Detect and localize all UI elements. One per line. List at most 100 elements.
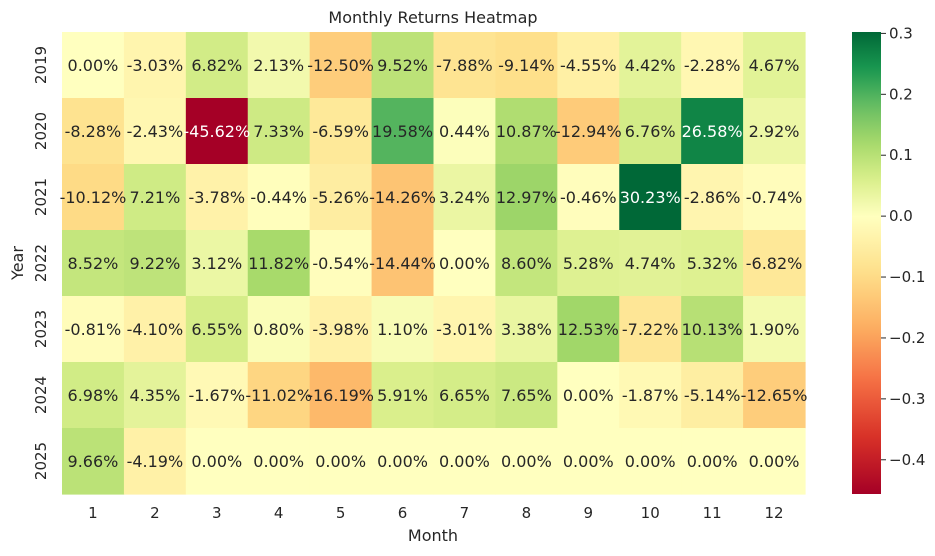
cell-value-label: -1.87% [622, 386, 679, 405]
cell-value-label: -12.50% [307, 56, 374, 75]
heatmap-cell [743, 230, 806, 297]
cell-value-label: -45.62% [183, 122, 250, 141]
cell-value-label: 30.23% [620, 188, 681, 207]
heatmap-cell [557, 32, 620, 99]
cell-value-label: -0.46% [560, 188, 617, 207]
heatmap-cells [62, 32, 806, 495]
cell-value-label: -9.14% [498, 56, 555, 75]
cell-value-label: 8.52% [68, 254, 119, 273]
heatmap-cell [247, 230, 311, 297]
heatmap-cell [433, 362, 497, 429]
heatmap-cell [309, 164, 373, 231]
cell-value-label: 2.13% [253, 56, 304, 75]
heatmap-cell [123, 164, 187, 231]
heatmap-cell [557, 362, 620, 429]
cell-value-label: 9.52% [377, 56, 428, 75]
heatmap-cell [62, 98, 125, 165]
cell-value-label: 0.00% [563, 452, 614, 471]
heatmap-cell [557, 296, 620, 363]
heatmap-cell [495, 230, 558, 297]
cell-value-label: -16.19% [307, 386, 374, 405]
cell-value-label: 4.35% [129, 386, 180, 405]
cell-value-label: -0.54% [312, 254, 369, 273]
heatmap-cell [309, 230, 373, 297]
heatmap-cell [681, 164, 744, 231]
colorbar: 0.3 0.2 0.1 0.0 −0.1 −0.2 −0.3 −0.4 [852, 24, 925, 494]
x-tick-label: 8 [522, 504, 532, 522]
cell-value-label: -4.19% [127, 452, 184, 471]
colorbar-tick-label: 0.3 [889, 24, 913, 42]
heatmap-cell [62, 230, 125, 297]
cell-value-label: -7.88% [436, 56, 493, 75]
cell-value-label: -3.03% [127, 56, 184, 75]
heatmap-cell [185, 164, 249, 231]
y-tick-label: 2019 [32, 46, 50, 84]
heatmap-cell [433, 230, 497, 297]
heatmap-cell [371, 296, 435, 363]
colorbar-tick-label: 0.2 [889, 85, 913, 103]
heatmap-cell [123, 32, 187, 99]
heatmap-cell [557, 164, 620, 231]
cell-value-label: 7.65% [501, 386, 552, 405]
cell-value-label: 19.58% [372, 122, 433, 141]
cell-value-label: -10.12% [60, 188, 127, 207]
cell-value-label: 2.92% [749, 122, 800, 141]
heatmap-cell [619, 362, 682, 429]
cell-value-label: -4.10% [127, 320, 184, 339]
cell-value-label: 0.00% [625, 452, 676, 471]
heatmap-cell [681, 428, 744, 495]
heatmap-cell [371, 362, 435, 429]
heatmap-cell [247, 98, 311, 165]
cell-value-label: 11.82% [248, 254, 309, 273]
cell-value-label: 4.42% [625, 56, 676, 75]
colorbar-tick-label: 0.1 [889, 146, 913, 164]
y-tick-label: 2023 [32, 310, 50, 348]
cell-value-label: -3.78% [188, 188, 245, 207]
chart-title: Monthly Returns Heatmap [328, 8, 537, 27]
cell-value-label: 0.00% [563, 386, 614, 405]
heatmap-cell [62, 296, 125, 363]
heatmap-cell [247, 164, 311, 231]
cell-value-label: 5.28% [563, 254, 614, 273]
heatmap-cell [619, 428, 682, 495]
cell-value-label: -2.28% [684, 56, 741, 75]
heatmap-cell [681, 296, 744, 363]
cell-value-label: 10.87% [496, 122, 557, 141]
heatmap-cell [123, 98, 187, 165]
cell-value-label: 6.65% [439, 386, 490, 405]
heatmap-cell [433, 428, 497, 495]
cell-value-label: 10.13% [682, 320, 743, 339]
heatmap-cell [62, 428, 125, 495]
x-tick-label: 4 [274, 504, 284, 522]
heatmap-cell [743, 428, 806, 495]
cell-value-label: 7.21% [129, 188, 180, 207]
colorbar-gradient [852, 32, 881, 494]
cell-value-label: 9.66% [68, 452, 119, 471]
cell-value-label: 12.97% [496, 188, 557, 207]
colorbar-tick-label: 0.0 [889, 207, 913, 225]
cell-value-label: 0.00% [439, 452, 490, 471]
heatmap-cell [495, 98, 558, 165]
heatmap-cell [309, 98, 373, 165]
heatmap-cell [185, 98, 249, 165]
cell-value-label: 12.53% [558, 320, 619, 339]
cell-value-label: 0.44% [439, 122, 490, 141]
heatmap-cell [619, 296, 682, 363]
heatmap-cell [681, 32, 744, 99]
heatmap-cell [619, 32, 682, 99]
cell-value-label: 5.91% [377, 386, 428, 405]
cell-value-label: 3.24% [439, 188, 490, 207]
cell-value-label: 0.00% [253, 452, 304, 471]
heatmap-cell [371, 164, 435, 231]
x-axis-label: Month [408, 526, 458, 545]
heatmap-cell [433, 296, 497, 363]
heatmap-cell [123, 362, 187, 429]
heatmap-cell [557, 230, 620, 297]
cell-value-label: 0.00% [191, 452, 242, 471]
cell-value-label: 0.00% [501, 452, 552, 471]
cell-value-label: -2.86% [684, 188, 741, 207]
heatmap-cell [185, 296, 249, 363]
x-tick-label: 2 [150, 504, 160, 522]
heatmap-cell [309, 296, 373, 363]
heatmap-cell-labels: 0.00% -3.03% 6.82% 2.13% -12.50% 9.52% -7.88% -… [60, 56, 808, 471]
